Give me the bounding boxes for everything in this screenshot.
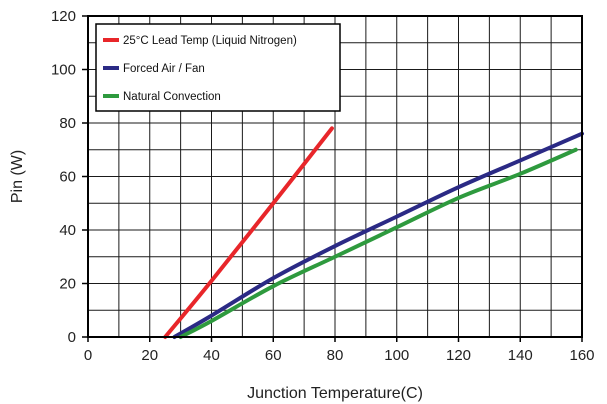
legend-box (95, 23, 341, 112)
series-line-2 (172, 131, 584, 339)
y-tick-label: 80 (59, 115, 76, 132)
y-tick-label: 0 (68, 329, 76, 346)
y-tick-label: 60 (59, 169, 76, 186)
x-tick-label: 40 (203, 347, 220, 364)
x-tick-label: 100 (384, 347, 409, 364)
y-axis-label: Pin (W) (9, 150, 26, 203)
y-tick-label: 100 (51, 62, 76, 79)
x-tick-label: 160 (569, 347, 594, 364)
x-tick-label: 80 (327, 347, 344, 364)
tick-labels: 0 20 40 60 80 100 120 140 160 0 20 40 60 80 100 120 (51, 8, 595, 364)
series-group (163, 126, 584, 339)
y-tick-label: 20 (59, 276, 76, 293)
y-tick-label: 40 (59, 222, 76, 239)
series-line-3 (178, 147, 578, 339)
y-tick-label: 120 (51, 8, 76, 25)
legend: 25°C Lead Temp (Liquid Nitrogen) Forced A… (95, 23, 341, 112)
legend-entry: Natural Convection (123, 91, 221, 103)
x-tick-label: 0 (84, 347, 92, 364)
x-tick-label: 60 (265, 347, 282, 364)
x-tick-label: 140 (508, 347, 533, 364)
series-line-1 (163, 126, 334, 339)
legend-entry: 25°C Lead Temp (Liquid Nitrogen) (123, 35, 297, 47)
x-axis-label: Junction Temperature(C) (247, 385, 423, 402)
x-tick-label: 120 (446, 347, 471, 364)
legend-entry: Forced Air / Fan (123, 63, 205, 75)
x-tick-label: 20 (141, 347, 158, 364)
